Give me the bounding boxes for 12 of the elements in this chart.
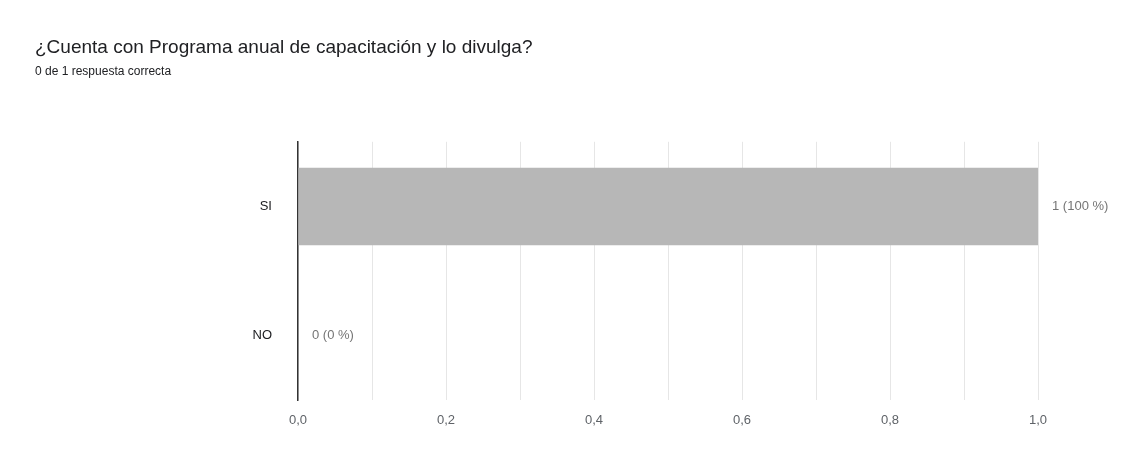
x-tick-label: 0,2 — [436, 411, 456, 427]
x-tick-label: 0,4 — [584, 411, 604, 427]
x-tick-label: 0,0 — [288, 411, 308, 427]
y-tick-label: SI — [259, 198, 272, 214]
data-label: 0 (0 %) — [312, 327, 354, 343]
chart-title: ¿Cuenta con Programa anual de capacitación y lo divulga? — [35, 36, 533, 58]
data-label: 1 (100 %) — [1052, 198, 1109, 214]
x-tick-label: 1,0 — [1028, 411, 1048, 427]
y-tick-label: NO — [252, 327, 272, 343]
x-tick-label: 0,6 — [732, 411, 752, 427]
x-tick-label: 0,8 — [880, 411, 900, 427]
text: 0 de 1 respuesta correcta — [35, 64, 172, 78]
